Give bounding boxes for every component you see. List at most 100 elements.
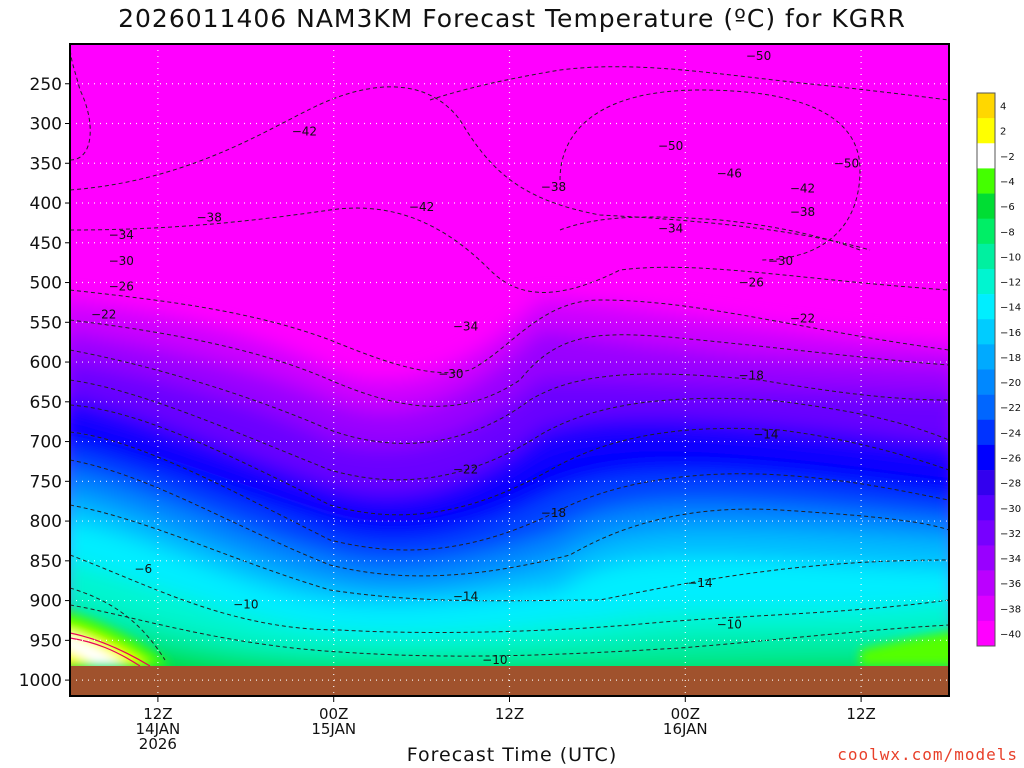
colorbar-label: −4 <box>1000 177 1015 188</box>
contour-label: −42 <box>790 182 815 196</box>
x-tick-label: 00Z <box>319 705 348 723</box>
contour-label: −10 <box>482 653 507 667</box>
contour-label: −38 <box>790 205 815 219</box>
y-tick-label: 800 <box>30 512 62 532</box>
y-tick-label: 250 <box>30 75 62 95</box>
colorbar-label: −30 <box>1000 504 1021 515</box>
colorbar-label: −40 <box>1000 629 1021 640</box>
colorbar-label: −32 <box>1000 529 1021 540</box>
contour-label: −50 <box>746 49 771 63</box>
colorbar-label: 2 <box>1000 127 1006 138</box>
contour-label: −30 <box>438 367 463 381</box>
contour-label: −22 <box>453 462 478 476</box>
credit-link[interactable]: coolwx.com/models <box>837 745 1018 764</box>
y-tick-label: 500 <box>30 274 62 294</box>
colorbar-swatch <box>977 168 995 194</box>
contour-label: −30 <box>768 254 793 268</box>
x-tick-label: 12Z <box>143 705 172 723</box>
contour-label: −14 <box>453 590 478 604</box>
x-tick-label: 12Z <box>495 705 524 723</box>
contour-label: −6 <box>134 562 152 576</box>
colorbar-swatch <box>977 93 995 119</box>
contour-label: −10 <box>717 617 742 631</box>
y-axis-ticks: 250 300 350 400 450 500 550 600 650 700 750 800 850 9… <box>19 75 70 691</box>
colorbar-swatch <box>977 545 995 571</box>
chart-title: 2026011406 NAM3KM Forecast Temperature (… <box>118 4 906 33</box>
colorbar-swatch <box>977 595 995 622</box>
contour-label: −46 <box>717 167 742 181</box>
colorbar-label: −22 <box>1000 403 1021 414</box>
contour-label: −38 <box>197 210 222 224</box>
contour-label: −22 <box>790 311 815 325</box>
colorbar-label: −36 <box>1000 579 1021 590</box>
colorbar-label: −24 <box>1000 428 1021 439</box>
y-tick-label: 700 <box>30 433 62 453</box>
colorbar-label: −16 <box>1000 328 1021 339</box>
contour-label: −18 <box>541 506 566 520</box>
contour-label: −50 <box>658 139 683 153</box>
colorbar-swatch <box>977 319 995 345</box>
x-tick-label: 2026 <box>139 735 177 753</box>
temperature-field <box>70 44 949 696</box>
colorbar-label: −34 <box>1000 554 1021 565</box>
y-tick-label: 400 <box>30 194 62 214</box>
colorbar-label: −6 <box>1000 202 1015 213</box>
colorbar-swatch <box>977 419 995 446</box>
colorbar-label: −12 <box>1000 278 1021 289</box>
contour-label: −22 <box>91 307 116 321</box>
colorbar-swatch <box>977 193 995 219</box>
contour-label: −38 <box>541 180 566 194</box>
y-tick-label: 350 <box>30 154 62 174</box>
contour-label: −34 <box>658 221 683 235</box>
y-tick-label: 550 <box>30 313 62 333</box>
y-tick-label: 650 <box>30 393 62 413</box>
x-tick-label: 14JAN <box>136 720 181 738</box>
colorbar-swatch <box>977 470 995 496</box>
colorbar-label: −28 <box>1000 479 1021 490</box>
y-tick-label: 950 <box>30 631 62 651</box>
colorbar-label: −8 <box>1000 227 1015 238</box>
x-tick-label: 12Z <box>846 705 875 723</box>
colorbar-swatch <box>977 495 995 521</box>
colorbar-label: −20 <box>1000 378 1021 389</box>
colorbar-swatch <box>977 520 995 546</box>
contour-label: −10 <box>233 598 258 612</box>
colorbar-swatch <box>977 143 995 169</box>
contour-label: −26 <box>739 276 764 290</box>
contour-label: −30 <box>109 254 134 268</box>
colorbar-swatch <box>977 369 995 395</box>
colorbar-label: 4 <box>1000 102 1006 113</box>
contour-label: −34 <box>453 319 478 333</box>
contour-label: −50 <box>834 156 859 170</box>
contour-label: −42 <box>409 200 434 214</box>
x-axis-label: Forecast Time (UTC) <box>406 744 618 766</box>
y-tick-label: 300 <box>30 115 62 135</box>
y-tick-label: 600 <box>30 353 62 373</box>
colorbar-swatch <box>977 294 995 320</box>
colorbar: 4 2 −2 −4 −6 −8 −10 −12 −14 −16 −18 −20 −22 −24 −26 −28… <box>976 92 1021 647</box>
y-tick-label: 1000 <box>19 671 62 691</box>
colorbar-swatch <box>977 620 995 647</box>
contour-label: −14 <box>687 576 712 590</box>
colorbar-frame <box>976 92 996 647</box>
contour-label-group: −50−50−50−46−42−42−38−38−38−34−34−34−30−… <box>91 49 859 667</box>
contour-label: −14 <box>753 427 778 441</box>
contour-label: −34 <box>109 228 134 242</box>
colorbar-label: −18 <box>1000 353 1021 364</box>
x-tick-label: 16JAN <box>663 720 708 738</box>
colorbar-swatch <box>977 444 995 471</box>
x-tick-label: 15JAN <box>311 720 356 738</box>
colorbar-swatch <box>977 218 995 245</box>
contour-lines <box>70 44 949 661</box>
colorbar-label: −14 <box>1000 303 1021 314</box>
y-tick-label: 450 <box>30 234 62 254</box>
y-tick-label: 750 <box>30 472 62 492</box>
y-tick-label: 900 <box>30 592 62 612</box>
colorbar-swatch <box>977 570 995 597</box>
colorbar-swatch <box>977 118 995 144</box>
colorbar-swatch <box>977 344 995 370</box>
colorbar-swatch <box>977 394 995 421</box>
grid-lines <box>70 44 949 696</box>
colorbar-label: −38 <box>1000 604 1021 615</box>
